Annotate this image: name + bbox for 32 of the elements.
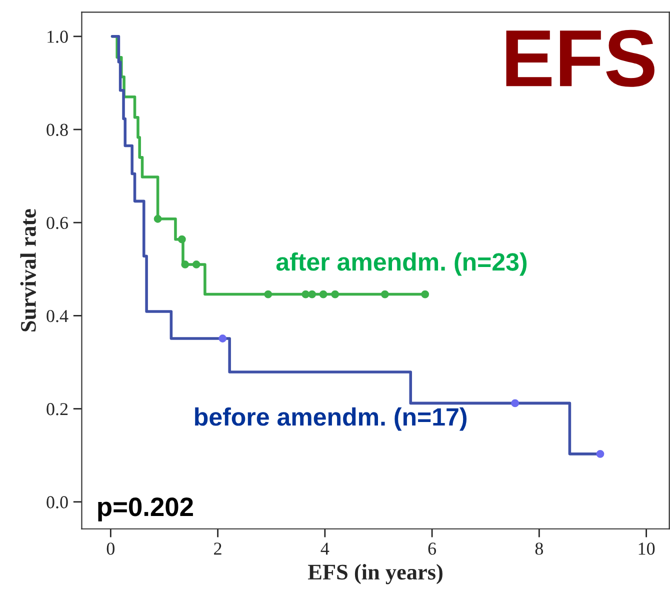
point	[319, 290, 328, 298]
x-axis-title: EFS (in years)	[308, 564, 442, 584]
chart-title: EFS	[506, 30, 654, 87]
point	[178, 235, 186, 244]
series-label: before amendm. (n=17)	[195, 407, 467, 431]
x-tick-label: 8	[535, 542, 543, 555]
y-tick-label: 0.6	[46, 216, 68, 230]
point	[308, 290, 316, 298]
point	[596, 450, 604, 458]
x-tick-label: 0	[106, 542, 114, 555]
point	[302, 290, 310, 298]
x-tick-label: 6	[428, 542, 436, 555]
point	[181, 260, 190, 268]
point	[421, 290, 430, 298]
y-tick-label: 1.0	[48, 30, 68, 43]
annotation: p=0.202	[98, 498, 193, 522]
point	[264, 290, 272, 298]
y-axis-title: Survival rate	[20, 209, 36, 332]
y-tick-label: 0.4	[46, 310, 68, 322]
point	[154, 214, 162, 223]
y-tick-label: 0.0	[46, 496, 68, 508]
point	[218, 334, 227, 342]
x-tick-label: 2	[214, 542, 222, 555]
x-tick-label: 4	[320, 542, 330, 555]
point	[331, 290, 340, 298]
y-tick-label: 0.8	[46, 124, 68, 136]
series-label: after amendm. (n=23)	[276, 252, 527, 276]
y-tick-label: 0.2	[46, 403, 68, 416]
point	[380, 290, 389, 298]
point	[192, 260, 200, 268]
x-tick-label: 10	[638, 542, 655, 555]
point	[511, 399, 520, 408]
